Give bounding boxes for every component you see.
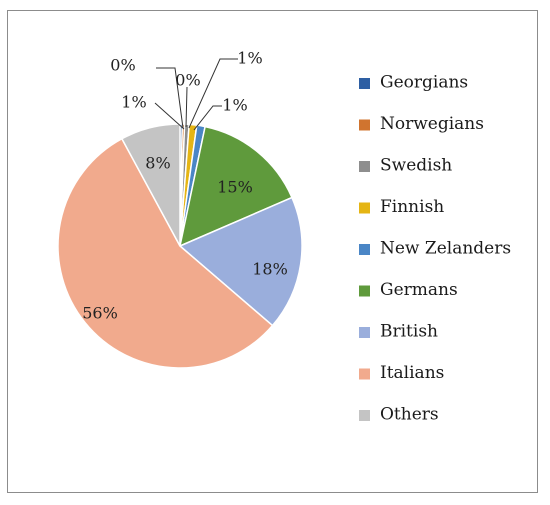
data-label-georgians: 0% xyxy=(110,56,135,75)
legend-label-norwegians: Norwegians xyxy=(380,114,484,134)
leader-line-swedish xyxy=(154,102,185,130)
legend-swatch-british xyxy=(359,327,370,338)
pie-chart: 0% 0% 1% 1% 1% 15% 18% 56% 8% Georgians Norwegian… xyxy=(57,49,511,425)
leader-line-norwegians xyxy=(185,86,188,128)
legend-label-british: British xyxy=(380,322,438,342)
leader-line-georgians xyxy=(156,67,184,129)
data-label-others: 8% xyxy=(145,154,170,173)
pie-slice-others xyxy=(120,123,181,247)
data-label-finnish: 1% xyxy=(237,49,262,68)
pie-slice-british xyxy=(178,196,303,327)
legend-label-finnish: Finnish xyxy=(380,197,444,217)
chart-frame: 0% 0% 1% 1% 1% 15% 18% 56% 8% Georgians Norwegian… xyxy=(7,10,538,493)
legend-label-others: Others xyxy=(380,405,439,425)
legend-swatch-finnish xyxy=(359,202,370,214)
legend-label-germans: Germans xyxy=(380,280,458,300)
legend-label-georgians: Georgians xyxy=(380,73,468,93)
legend-swatch-georgians xyxy=(359,78,370,89)
data-label-british: 18% xyxy=(252,260,288,279)
data-label-swedish: 1% xyxy=(121,93,146,112)
data-label-germans: 15% xyxy=(217,178,253,197)
legend-label-swedish: Swedish xyxy=(380,156,452,176)
data-label-italians: 56% xyxy=(82,304,118,323)
leader-line-new-zelanders xyxy=(193,105,222,131)
legend-swatch-new-zelanders xyxy=(359,244,370,255)
legend-swatch-italians xyxy=(359,368,370,380)
pie-slice-italians xyxy=(57,137,274,369)
pie-slice-germans xyxy=(178,125,293,248)
leader-line-finnish xyxy=(188,58,238,129)
data-label-norwegians: 0% xyxy=(175,71,200,90)
legend-label-italians: Italians xyxy=(380,363,444,383)
data-label-new-zelanders: 1% xyxy=(222,96,247,115)
legend-swatch-others xyxy=(359,410,370,421)
legend-swatch-norwegians xyxy=(359,119,370,131)
legend-swatch-germans xyxy=(359,285,370,297)
legend-swatch-swedish xyxy=(359,161,370,172)
legend-label-new-zelanders: New Zelanders xyxy=(380,239,511,259)
